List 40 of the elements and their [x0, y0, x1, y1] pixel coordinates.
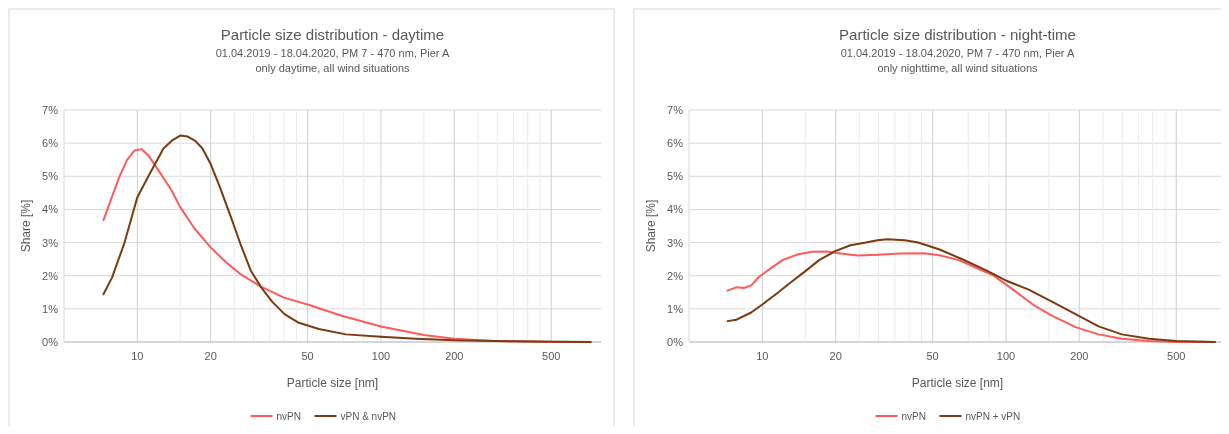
y-tick-label: 0%	[42, 336, 59, 348]
chart-title: Particle size distribution - daytime	[220, 26, 445, 43]
x-tick-label: 50	[301, 350, 314, 362]
y-tick-label: 1%	[667, 302, 684, 315]
y-tick-label: 6%	[667, 137, 684, 150]
y-tick-label: 4%	[42, 203, 59, 216]
chart-title: Particle size distribution - night-time	[839, 26, 1076, 43]
y-tick-label: 0%	[667, 336, 684, 348]
legend-label: nvPN	[276, 411, 301, 422]
y-tick-label: 1%	[42, 302, 59, 315]
y-tick-label: 7%	[667, 104, 684, 116]
x-tick-label: 100	[371, 350, 391, 362]
x-tick-label: 100	[996, 350, 1016, 362]
chart-subtitle: 01.04.2019 - 18.04.2020, PM 7 - 470 nm, Pier A only nighttime, all wind situations	[840, 47, 1075, 74]
x-tick-label: 200	[445, 350, 464, 362]
y-tick-label: 5%	[42, 170, 59, 183]
legend-label: nvPN	[901, 411, 926, 422]
x-tick-label: 500	[1167, 350, 1186, 362]
x-tick-label: 200	[1070, 350, 1089, 362]
y-tick-label: 5%	[667, 170, 684, 183]
y-tick-label: 7%	[42, 104, 59, 116]
x-tick-label: 10	[756, 350, 769, 362]
legend-label: nvPN + vPN	[965, 411, 1021, 422]
x-tick-label: 20	[204, 350, 217, 362]
y-tick-label: 4%	[667, 203, 684, 216]
y-tick-label: 6%	[42, 137, 59, 150]
x-axis-title: Particle size [nm]	[911, 376, 1004, 390]
chart-subtitle: 01.04.2019 - 18.04.2020, PM 7 - 470 nm, Pier A only daytime, all wind situations	[215, 47, 450, 74]
legend-label: vPN & nvPN	[340, 411, 397, 422]
x-axis-title: Particle size [nm]	[286, 376, 379, 390]
y-axis-title: Share [%]	[19, 199, 33, 253]
y-axis-title: Share [%]	[644, 199, 658, 253]
y-tick-label: 3%	[667, 236, 684, 249]
y-tick-label: 2%	[667, 269, 684, 282]
x-tick-label: 50	[926, 350, 939, 362]
y-tick-label: 3%	[42, 236, 59, 249]
x-tick-label: 500	[542, 350, 561, 362]
x-tick-label: 10	[131, 350, 144, 362]
x-tick-label: 20	[829, 350, 842, 362]
y-tick-label: 2%	[42, 269, 59, 282]
